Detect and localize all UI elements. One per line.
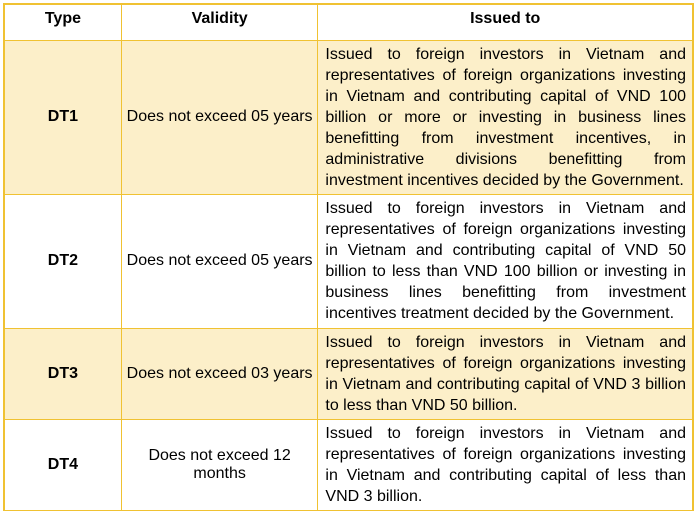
type-cell: DT2: [3, 193, 122, 329]
table-row-dt2: DT2 Does not exceed 05 years Issued to f…: [3, 193, 694, 329]
table-header-row: Type Validity Issued to: [3, 3, 694, 41]
validity-cell: Does not exceed 05 years: [120, 39, 319, 195]
validity-cell: Does not exceed 05 years: [120, 193, 319, 329]
column-header-issued-to: Issued to: [317, 3, 694, 41]
issued-to-cell: Issued to foreign investors in Vietnam a…: [317, 327, 694, 420]
issued-to-cell: Issued to foreign investors in Vietnam a…: [317, 418, 694, 511]
issued-to-cell: Issued to foreign investors in Vietnam a…: [317, 39, 694, 195]
issued-to-cell: Issued to foreign investors in Vietnam a…: [317, 193, 694, 329]
table-row-dt3: DT3 Does not exceed 03 years Issued to f…: [3, 327, 694, 420]
table-row-dt4: DT4 Does not exceed 12 months Issued to …: [3, 418, 694, 511]
column-header-validity: Validity: [120, 3, 319, 41]
type-cell: DT4: [3, 418, 122, 511]
validity-cell: Does not exceed 12 months: [120, 418, 319, 511]
table-row-dt1: DT1 Does not exceed 05 years Issued to f…: [3, 39, 694, 195]
type-cell: DT1: [3, 39, 122, 195]
type-cell: DT3: [3, 327, 122, 420]
validity-cell: Does not exceed 03 years: [120, 327, 319, 420]
visa-types-table: Type Validity Issued to DT1 Does not exc…: [3, 3, 694, 511]
column-header-type: Type: [3, 3, 122, 41]
